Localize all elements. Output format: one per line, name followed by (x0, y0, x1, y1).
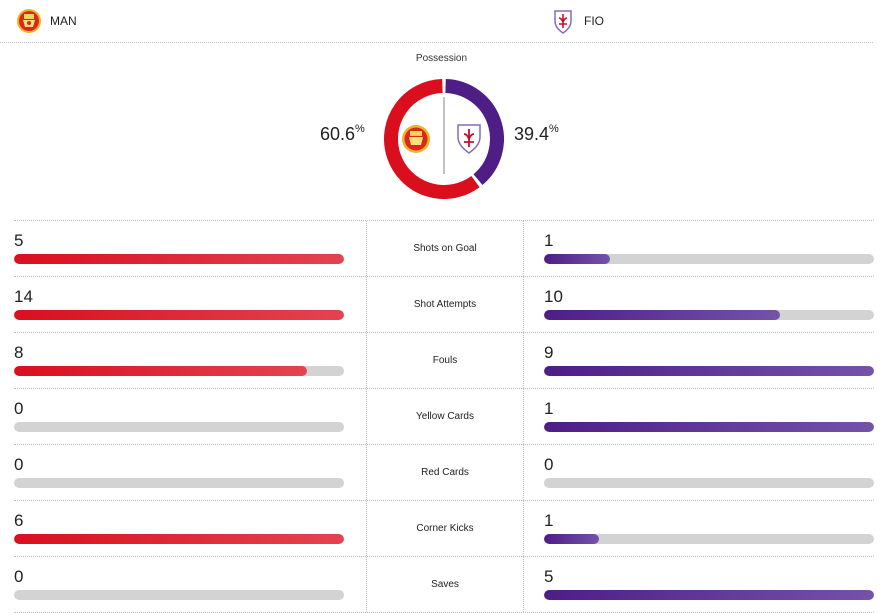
away-stat-bar-fill (544, 534, 600, 544)
away-possession-number: 39.4 (514, 124, 550, 144)
home-stat-value: 8 (14, 343, 24, 362)
home-possession-number: 60.6 (320, 124, 356, 144)
home-stat-bar (14, 254, 344, 264)
stat-row-fouls: 8 Fouls 9 (14, 333, 874, 389)
home-stat-value: 0 (14, 567, 24, 586)
home-stat-value: 0 (14, 455, 24, 474)
home-stat-bar-fill (14, 534, 344, 544)
away-stat-bar-fill (544, 590, 874, 600)
stat-row-yellow-cards: 0 Yellow Cards 1 (14, 389, 874, 445)
away-stat-bar (544, 534, 874, 544)
home-possession-unit: % (355, 123, 365, 135)
home-stat-bar (14, 534, 344, 544)
away-stat-bar (544, 366, 874, 376)
away-stat-bar-fill (544, 310, 780, 320)
home-stat-bar-fill (14, 310, 344, 320)
home-stat-bar-fill (14, 254, 344, 264)
away-stat-value: 1 (544, 399, 554, 418)
stat-label: Fouls (366, 333, 524, 388)
home-stat-value: 6 (14, 511, 24, 530)
home-stat-bar (14, 590, 344, 600)
home-stat-value: 0 (14, 399, 24, 418)
stat-row-saves: 0 Saves 5 (14, 557, 874, 613)
stat-label: Shots on Goal (366, 221, 524, 276)
manchester-united-crest-icon (17, 9, 41, 33)
away-stat-value: 1 (544, 231, 554, 250)
match-header: MAN FIO (0, 0, 873, 43)
fiorentina-crest-icon (554, 10, 572, 34)
home-team-abbr: MAN (50, 14, 77, 28)
stat-label: Corner Kicks (366, 501, 524, 556)
stats-table: 5 Shots on Goal 1 14 Shot Attempts 10 8 … (14, 220, 874, 613)
away-team[interactable]: FIO (550, 8, 604, 34)
possession-arc-home (384, 79, 480, 199)
home-stat-bar-fill (14, 366, 308, 376)
stat-label: Shot Attempts (366, 277, 524, 332)
away-stat-value: 5 (544, 567, 554, 586)
possession-arc-away (445, 79, 504, 186)
home-possession-value: 60.6% (320, 123, 365, 145)
stat-row-shot-attempts: 14 Shot Attempts 10 (14, 277, 874, 333)
away-possession-value: 39.4% (514, 123, 559, 145)
home-team[interactable]: MAN (16, 8, 77, 34)
fiorentina-crest-icon (457, 124, 481, 154)
manchester-united-crest-icon (402, 125, 430, 153)
away-stat-bar (544, 254, 874, 264)
home-stat-bar (14, 422, 344, 432)
away-stat-value: 0 (544, 455, 554, 474)
home-stat-bar (14, 478, 344, 488)
away-possession-unit: % (549, 123, 559, 135)
stat-label: Yellow Cards (366, 389, 524, 444)
stat-row-shots-on-goal: 5 Shots on Goal 1 (14, 221, 874, 277)
away-team-abbr: FIO (584, 14, 604, 28)
away-stat-bar-fill (544, 422, 874, 432)
stat-label: Red Cards (366, 445, 524, 500)
away-stat-bar (544, 422, 874, 432)
home-stat-value: 14 (14, 287, 33, 306)
stat-row-corner-kicks: 6 Corner Kicks 1 (14, 501, 874, 557)
away-stat-value: 10 (544, 287, 563, 306)
away-stat-bar-fill (544, 366, 874, 376)
away-stat-bar (544, 590, 874, 600)
stat-row-red-cards: 0 Red Cards 0 (14, 445, 874, 501)
home-stat-bar (14, 310, 344, 320)
possession-donut (384, 79, 504, 199)
away-stat-bar (544, 478, 874, 488)
away-stat-value: 9 (544, 343, 554, 362)
away-stat-bar-fill (544, 254, 610, 264)
away-stat-value: 1 (544, 511, 554, 530)
stat-label: Saves (366, 557, 524, 612)
away-stat-bar (544, 310, 874, 320)
home-stat-value: 5 (14, 231, 24, 250)
home-stat-bar (14, 366, 344, 376)
possession-label: Possession (415, 53, 468, 64)
